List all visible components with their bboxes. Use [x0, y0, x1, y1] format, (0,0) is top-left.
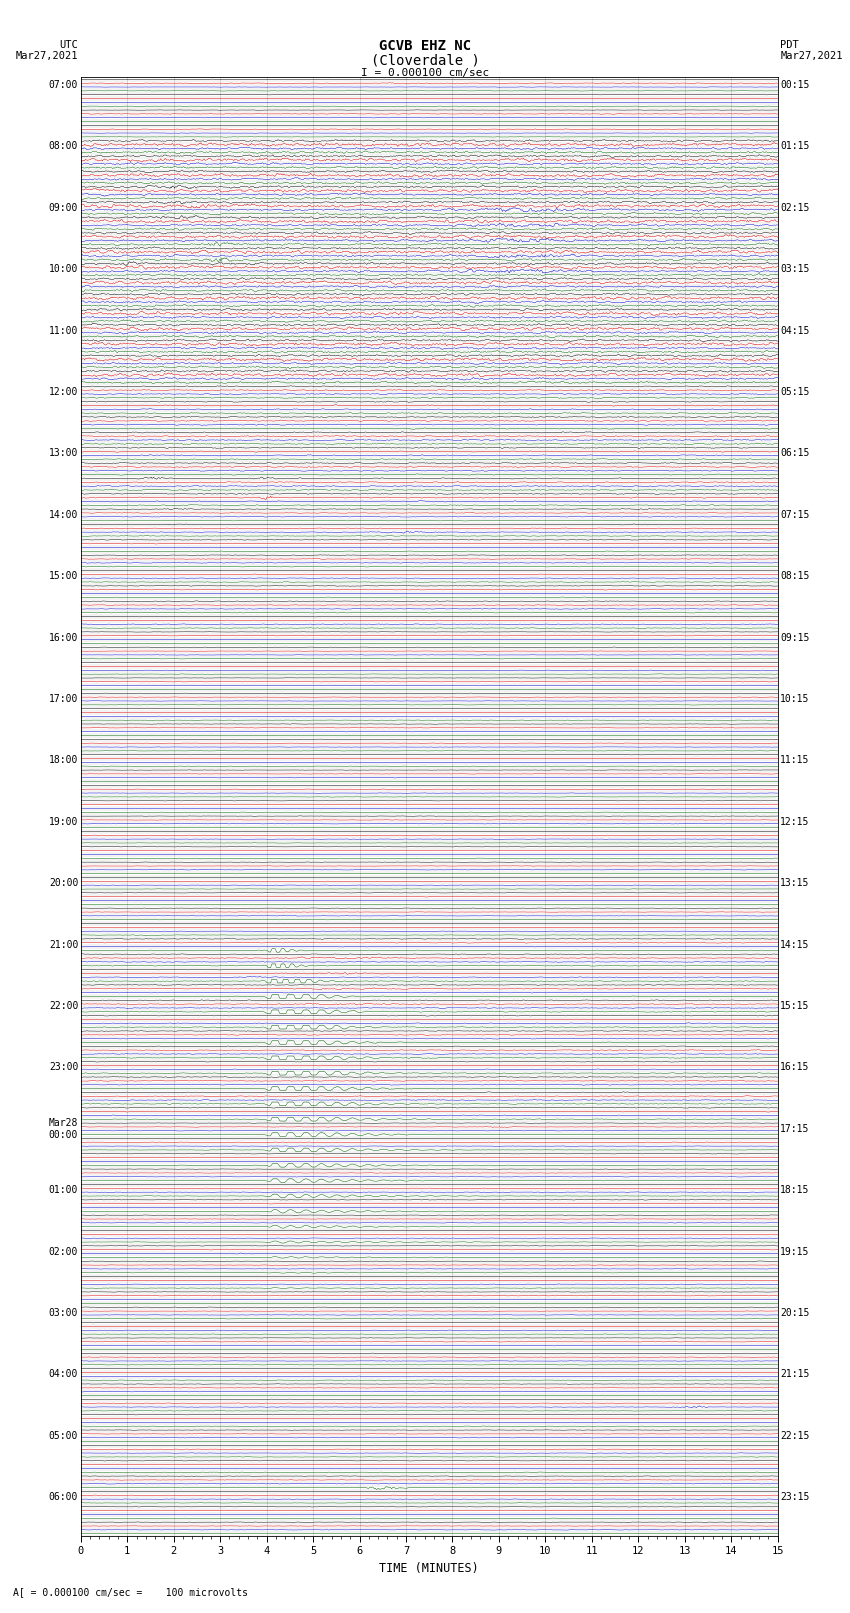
Text: 20:15: 20:15	[780, 1308, 810, 1318]
Text: 08:00: 08:00	[48, 142, 78, 152]
Text: 17:00: 17:00	[48, 694, 78, 703]
Text: 06:15: 06:15	[780, 448, 810, 458]
Text: 13:15: 13:15	[780, 877, 810, 889]
Text: 19:15: 19:15	[780, 1247, 810, 1257]
Text: 04:00: 04:00	[48, 1369, 78, 1379]
Text: 03:15: 03:15	[780, 265, 810, 274]
X-axis label: TIME (MINUTES): TIME (MINUTES)	[379, 1561, 479, 1574]
Text: 17:15: 17:15	[780, 1124, 810, 1134]
Text: 15:00: 15:00	[48, 571, 78, 581]
Text: 10:00: 10:00	[48, 265, 78, 274]
Text: 19:00: 19:00	[48, 816, 78, 827]
Text: 20:00: 20:00	[48, 877, 78, 889]
Text: 00:15: 00:15	[780, 81, 810, 90]
Text: A[ = 0.000100 cm/sec =    100 microvolts: A[ = 0.000100 cm/sec = 100 microvolts	[13, 1587, 247, 1597]
Text: 08:15: 08:15	[780, 571, 810, 581]
Text: 11:15: 11:15	[780, 755, 810, 766]
Text: 02:00: 02:00	[48, 1247, 78, 1257]
Text: 15:15: 15:15	[780, 1002, 810, 1011]
Text: 21:00: 21:00	[48, 940, 78, 950]
Text: 10:15: 10:15	[780, 694, 810, 703]
Text: 22:15: 22:15	[780, 1431, 810, 1440]
Text: 01:15: 01:15	[780, 142, 810, 152]
Text: 03:00: 03:00	[48, 1308, 78, 1318]
Text: UTC
Mar27,2021: UTC Mar27,2021	[15, 40, 78, 61]
Text: (Cloverdale ): (Cloverdale )	[371, 53, 479, 68]
Text: 11:00: 11:00	[48, 326, 78, 336]
Text: GCVB EHZ NC: GCVB EHZ NC	[379, 39, 471, 53]
Text: I = 0.000100 cm/sec: I = 0.000100 cm/sec	[361, 68, 489, 77]
Text: 18:00: 18:00	[48, 755, 78, 766]
Text: 14:00: 14:00	[48, 510, 78, 519]
Text: 05:15: 05:15	[780, 387, 810, 397]
Text: 12:00: 12:00	[48, 387, 78, 397]
Text: 16:15: 16:15	[780, 1063, 810, 1073]
Text: PDT
Mar27,2021: PDT Mar27,2021	[780, 40, 843, 61]
Text: 16:00: 16:00	[48, 632, 78, 642]
Text: 02:15: 02:15	[780, 203, 810, 213]
Text: Mar28
00:00: Mar28 00:00	[48, 1118, 78, 1140]
Text: 05:00: 05:00	[48, 1431, 78, 1440]
Text: 12:15: 12:15	[780, 816, 810, 827]
Text: 04:15: 04:15	[780, 326, 810, 336]
Text: 07:00: 07:00	[48, 81, 78, 90]
Text: 14:15: 14:15	[780, 940, 810, 950]
Text: 21:15: 21:15	[780, 1369, 810, 1379]
Text: 01:00: 01:00	[48, 1186, 78, 1195]
Text: 13:00: 13:00	[48, 448, 78, 458]
Text: 23:15: 23:15	[780, 1492, 810, 1502]
Text: 06:00: 06:00	[48, 1492, 78, 1502]
Text: 23:00: 23:00	[48, 1063, 78, 1073]
Text: 09:15: 09:15	[780, 632, 810, 642]
Text: 07:15: 07:15	[780, 510, 810, 519]
Text: 22:00: 22:00	[48, 1002, 78, 1011]
Text: 09:00: 09:00	[48, 203, 78, 213]
Text: 18:15: 18:15	[780, 1186, 810, 1195]
